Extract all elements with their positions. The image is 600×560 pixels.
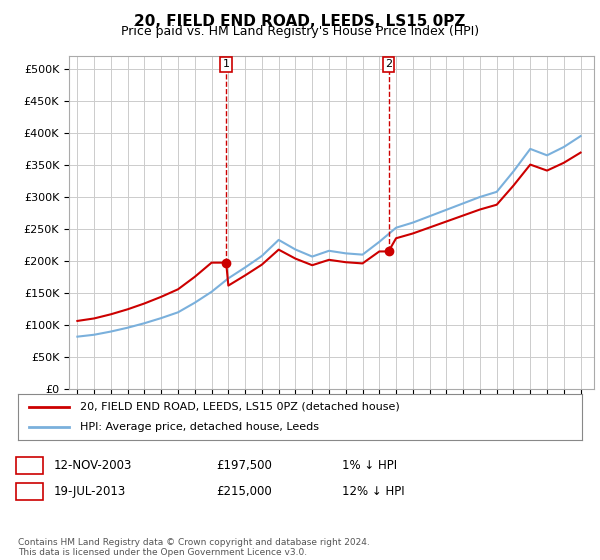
Text: 20, FIELD END ROAD, LEEDS, LS15 0PZ (detached house): 20, FIELD END ROAD, LEEDS, LS15 0PZ (det… (80, 402, 400, 412)
Text: 12-NOV-2003: 12-NOV-2003 (54, 459, 133, 472)
Text: 2: 2 (385, 59, 392, 69)
Text: 2: 2 (26, 484, 33, 498)
Text: HPI: Average price, detached house, Leeds: HPI: Average price, detached house, Leed… (80, 422, 319, 432)
Text: 19-JUL-2013: 19-JUL-2013 (54, 484, 126, 498)
Text: 1% ↓ HPI: 1% ↓ HPI (342, 459, 397, 472)
Text: 1: 1 (223, 59, 230, 69)
Text: Contains HM Land Registry data © Crown copyright and database right 2024.
This d: Contains HM Land Registry data © Crown c… (18, 538, 370, 557)
Text: Price paid vs. HM Land Registry's House Price Index (HPI): Price paid vs. HM Land Registry's House … (121, 25, 479, 38)
Text: 20, FIELD END ROAD, LEEDS, LS15 0PZ: 20, FIELD END ROAD, LEEDS, LS15 0PZ (134, 14, 466, 29)
Text: £215,000: £215,000 (216, 484, 272, 498)
Text: 1: 1 (26, 459, 33, 472)
Text: 12% ↓ HPI: 12% ↓ HPI (342, 484, 404, 498)
Text: £197,500: £197,500 (216, 459, 272, 472)
